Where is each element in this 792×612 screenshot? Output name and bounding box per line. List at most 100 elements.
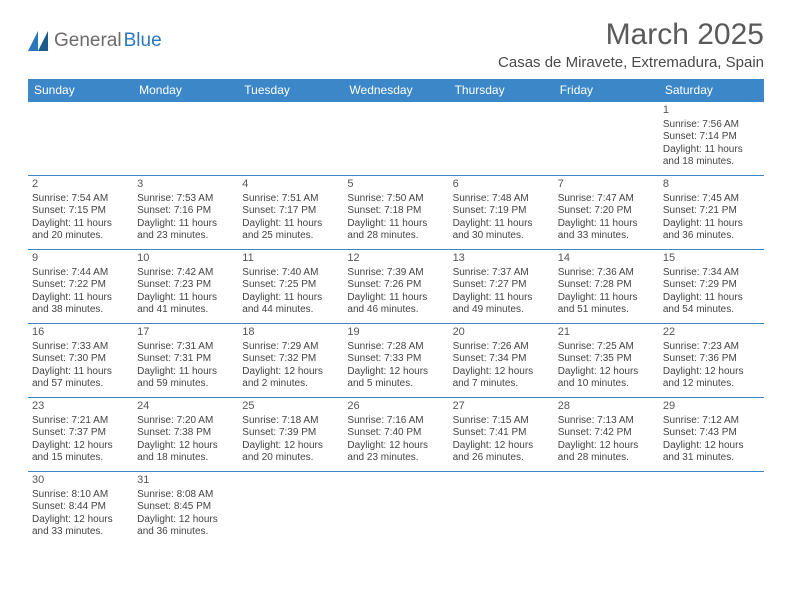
daylight-line: Daylight: 11 hours	[242, 292, 339, 305]
calendar-day-cell: 12Sunrise: 7:39 AMSunset: 7:26 PMDayligh…	[343, 250, 448, 324]
sunrise-line: Sunrise: 7:31 AM	[137, 341, 234, 354]
calendar-day-cell: 14Sunrise: 7:36 AMSunset: 7:28 PMDayligh…	[554, 250, 659, 324]
calendar-week-row: 30Sunrise: 8:10 AMSunset: 8:44 PM Dayligh…	[28, 472, 764, 546]
sunrise-line: Sunrise: 7:29 AM	[242, 341, 339, 354]
calendar-week-row: 9Sunrise: 7:44 AMSunset: 7:22 PM Daylight…	[28, 250, 764, 324]
day-number: 26	[347, 400, 444, 414]
day-header: Tuesday	[238, 79, 343, 102]
day-header: Wednesday	[343, 79, 448, 102]
calendar-day-cell: 16Sunrise: 7:33 AMSunset: 7:30 PMDayligh…	[28, 324, 133, 398]
sunrise-line: Sunrise: 7:20 AM	[137, 415, 234, 428]
day-number: 3	[137, 178, 234, 192]
sunrise-line: Sunrise: 7:18 AM	[242, 415, 339, 428]
day-number: 18	[242, 326, 339, 340]
sunset-line: Sunset: 7:21 PM	[663, 205, 760, 218]
daylight-line: and 57 minutes.	[32, 378, 129, 391]
day-number: 23	[32, 400, 129, 414]
location-subtitle: Casas de Miravete, Extremadura, Spain	[498, 54, 764, 71]
daylight-line: Daylight: 11 hours	[137, 292, 234, 305]
sunset-line: Sunset: 7:18 PM	[347, 205, 444, 218]
daylight-line: and 38 minutes.	[32, 304, 129, 317]
sunset-line: Sunset: 7:30 PM	[32, 353, 129, 366]
daylight-line: and 18 minutes.	[137, 452, 234, 465]
calendar-day-cell: 23Sunrise: 7:21 AMSunset: 7:37 PMDayligh…	[28, 398, 133, 472]
daylight-line: and 5 minutes.	[347, 378, 444, 391]
daylight-line: Daylight: 11 hours	[242, 218, 339, 231]
daylight-line: Daylight: 12 hours	[137, 440, 234, 453]
sunset-line: Sunset: 7:28 PM	[558, 279, 655, 292]
daylight-line: Daylight: 12 hours	[32, 440, 129, 453]
calendar-day-cell: 5Sunrise: 7:50 AMSunset: 7:18 PMDaylight…	[343, 176, 448, 250]
sunrise-line: Sunrise: 7:44 AM	[32, 267, 129, 280]
day-number: 28	[558, 400, 655, 414]
sunrise-line: Sunrise: 7:48 AM	[453, 193, 550, 206]
sunset-line: Sunset: 7:40 PM	[347, 427, 444, 440]
daylight-line: and 26 minutes.	[453, 452, 550, 465]
daylight-line: Daylight: 12 hours	[663, 440, 760, 453]
day-number: 22	[663, 326, 760, 340]
daylight-line: and 10 minutes.	[558, 378, 655, 391]
daylight-line: and 23 minutes.	[137, 230, 234, 243]
daylight-line: and 20 minutes.	[242, 452, 339, 465]
logo-icon	[28, 31, 52, 51]
sunrise-line: Sunrise: 7:28 AM	[347, 341, 444, 354]
calendar-day-cell: 2Sunrise: 7:54 AMSunset: 7:15 PMDaylight…	[28, 176, 133, 250]
daylight-line: and 49 minutes.	[453, 304, 550, 317]
day-number: 31	[137, 474, 234, 488]
day-number: 21	[558, 326, 655, 340]
day-number: 30	[32, 474, 129, 488]
daylight-line: and 30 minutes.	[453, 230, 550, 243]
daylight-line: Daylight: 11 hours	[453, 218, 550, 231]
day-number: 15	[663, 252, 760, 266]
sunset-line: Sunset: 7:26 PM	[347, 279, 444, 292]
sunrise-line: Sunrise: 8:08 AM	[137, 489, 234, 502]
calendar-day-cell: 31Sunrise: 8:08 AMSunset: 8:45 PMDayligh…	[133, 472, 238, 546]
calendar-day-cell: 19Sunrise: 7:28 AMSunset: 7:33 PMDayligh…	[343, 324, 448, 398]
calendar-empty-cell	[343, 102, 448, 176]
day-number: 20	[453, 326, 550, 340]
logo-text-general: General	[54, 30, 122, 52]
sunset-line: Sunset: 7:39 PM	[242, 427, 339, 440]
sunset-line: Sunset: 7:32 PM	[242, 353, 339, 366]
sunset-line: Sunset: 8:44 PM	[32, 501, 129, 514]
calendar-day-cell: 21Sunrise: 7:25 AMSunset: 7:35 PMDayligh…	[554, 324, 659, 398]
day-number: 27	[453, 400, 550, 414]
calendar-day-cell: 8Sunrise: 7:45 AMSunset: 7:21 PMDaylight…	[659, 176, 764, 250]
daylight-line: Daylight: 11 hours	[347, 292, 444, 305]
daylight-line: and 31 minutes.	[663, 452, 760, 465]
day-number: 10	[137, 252, 234, 266]
day-number: 7	[558, 178, 655, 192]
day-number: 9	[32, 252, 129, 266]
sunset-line: Sunset: 7:16 PM	[137, 205, 234, 218]
day-header: Sunday	[28, 79, 133, 102]
calendar-day-cell: 28Sunrise: 7:13 AMSunset: 7:42 PMDayligh…	[554, 398, 659, 472]
day-number: 14	[558, 252, 655, 266]
daylight-line: and 33 minutes.	[32, 526, 129, 539]
day-number: 12	[347, 252, 444, 266]
daylight-line: Daylight: 12 hours	[137, 514, 234, 527]
sunset-line: Sunset: 7:22 PM	[32, 279, 129, 292]
daylight-line: Daylight: 12 hours	[453, 440, 550, 453]
sunrise-line: Sunrise: 7:50 AM	[347, 193, 444, 206]
sunset-line: Sunset: 7:36 PM	[663, 353, 760, 366]
daylight-line: Daylight: 11 hours	[32, 366, 129, 379]
sunset-line: Sunset: 7:29 PM	[663, 279, 760, 292]
daylight-line: and 20 minutes.	[32, 230, 129, 243]
daylight-line: and 46 minutes.	[347, 304, 444, 317]
sunset-line: Sunset: 7:35 PM	[558, 353, 655, 366]
daylight-line: Daylight: 12 hours	[347, 366, 444, 379]
calendar-week-row: 16Sunrise: 7:33 AMSunset: 7:30 PMDayligh…	[28, 324, 764, 398]
day-header: Thursday	[449, 79, 554, 102]
sunrise-line: Sunrise: 8:10 AM	[32, 489, 129, 502]
sunset-line: Sunset: 7:37 PM	[32, 427, 129, 440]
sunrise-line: Sunrise: 7:54 AM	[32, 193, 129, 206]
sunrise-line: Sunrise: 7:36 AM	[558, 267, 655, 280]
daylight-line: and 7 minutes.	[453, 378, 550, 391]
calendar-empty-cell	[449, 102, 554, 176]
calendar-day-cell: 22Sunrise: 7:23 AMSunset: 7:36 PMDayligh…	[659, 324, 764, 398]
day-number: 8	[663, 178, 760, 192]
day-number: 2	[32, 178, 129, 192]
daylight-line: and 51 minutes.	[558, 304, 655, 317]
daylight-line: Daylight: 12 hours	[242, 366, 339, 379]
sunset-line: Sunset: 7:33 PM	[347, 353, 444, 366]
